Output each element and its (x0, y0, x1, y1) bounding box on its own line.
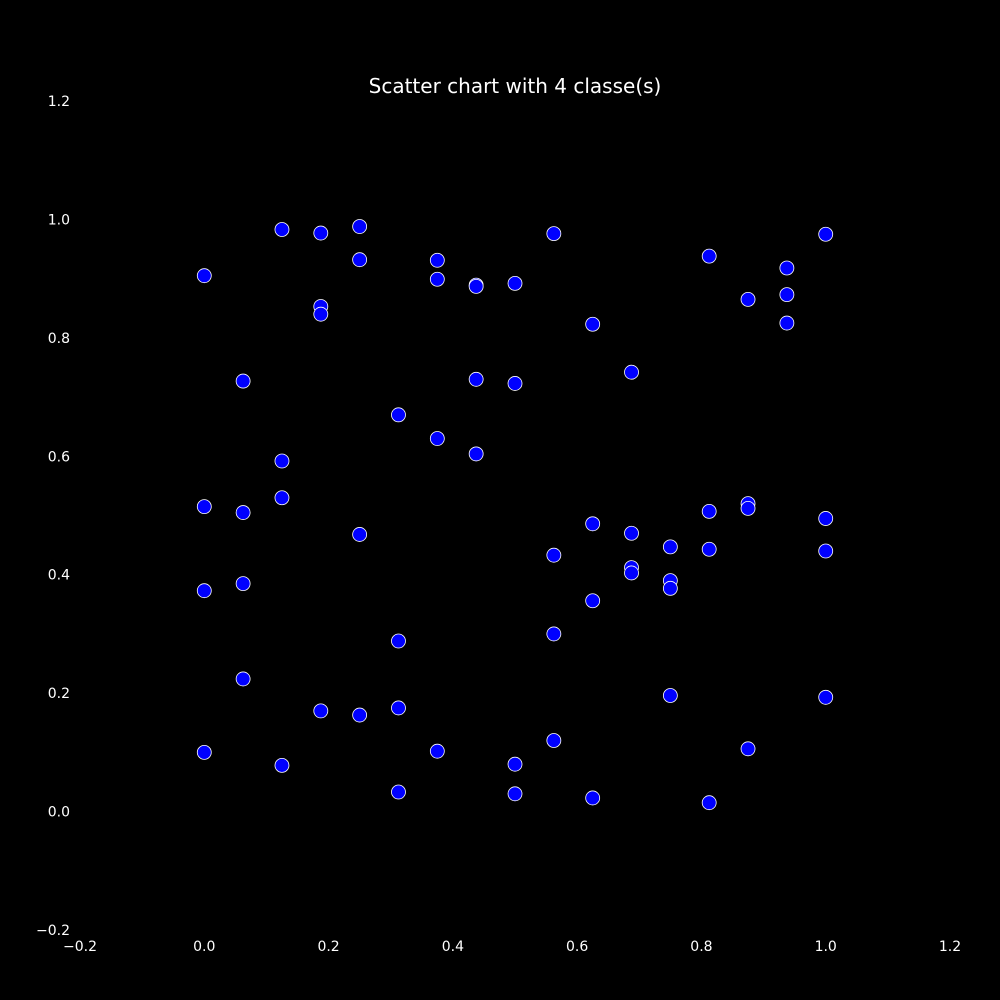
y-tick-label: 0.0 (48, 805, 70, 821)
data-point (818, 511, 834, 526)
data-point (391, 407, 406, 423)
data-point (429, 743, 445, 759)
data-point (196, 268, 212, 284)
data-point (235, 373, 251, 389)
data-point (313, 703, 329, 719)
x-tick-label: 0.2 (317, 939, 339, 955)
data-point (818, 543, 834, 559)
data-point (740, 291, 756, 307)
data-point (585, 790, 601, 806)
data-point (701, 503, 717, 519)
data-point (196, 499, 212, 515)
data-point (740, 500, 756, 516)
data-point (391, 633, 406, 649)
data-point (468, 446, 484, 462)
x-tick-label: 0.4 (442, 939, 464, 955)
x-tick-label: 1.2 (939, 939, 961, 955)
data-point (740, 741, 756, 757)
data-point (352, 527, 368, 542)
x-tick-label: 0.6 (566, 939, 588, 955)
data-point (352, 219, 368, 234)
y-tick-label: 0.2 (48, 686, 70, 702)
y-tick-label: 0.6 (48, 449, 70, 465)
data-point (391, 784, 406, 800)
data-point (468, 278, 484, 294)
x-tick-label: −0.2 (63, 939, 97, 955)
data-point (468, 371, 484, 387)
data-point (235, 576, 251, 591)
data-point (235, 671, 251, 687)
data-point (196, 744, 212, 760)
data-point (507, 275, 523, 291)
data-point (701, 795, 717, 811)
data-point (546, 626, 562, 642)
data-point (313, 306, 329, 322)
y-tick-label: 1.2 (48, 94, 70, 110)
data-point (585, 516, 601, 532)
y-tick-label: 0.4 (48, 568, 70, 584)
data-point (624, 525, 639, 541)
data-point (624, 565, 639, 581)
data-point (818, 226, 834, 242)
data-point (507, 376, 523, 391)
data-point (429, 431, 445, 446)
data-point (391, 700, 406, 716)
x-tick-label: 1.0 (815, 939, 837, 955)
data-point (779, 260, 795, 276)
data-point (779, 287, 795, 303)
data-point (274, 757, 290, 773)
data-point (313, 225, 329, 241)
data-point (662, 580, 678, 596)
data-point (662, 688, 678, 703)
data-point (662, 539, 678, 555)
data-point (352, 707, 368, 723)
y-tick-label: −0.2 (36, 923, 70, 939)
chart-title: Scatter chart with 4 classe(s) (369, 74, 662, 98)
x-axis-tick-labels: −0.2 0.0 0.2 0.4 0.6 0.8 1.0 1.2 (63, 939, 961, 955)
data-point (507, 786, 523, 802)
data-point (274, 222, 290, 237)
data-point (624, 364, 639, 380)
data-point (235, 505, 251, 520)
data-point (701, 248, 717, 264)
data-point (429, 252, 445, 268)
data-point (196, 583, 212, 599)
data-point (585, 316, 601, 332)
data-point (274, 490, 290, 506)
y-tick-label: 0.8 (48, 331, 70, 347)
x-tick-label: 0.8 (690, 939, 712, 955)
data-point (546, 547, 562, 563)
data-point (507, 756, 523, 772)
data-point (585, 593, 601, 609)
data-point (352, 252, 368, 268)
data-point (818, 689, 834, 705)
data-point (546, 226, 562, 242)
x-tick-label: 0.0 (193, 939, 215, 955)
scatter-points (196, 219, 834, 811)
y-tick-label: 1.0 (48, 212, 70, 228)
data-point (546, 733, 562, 748)
y-axis-tick-labels: −0.2 0.0 0.2 0.4 0.6 0.8 1.0 1.2 (36, 94, 70, 939)
data-point (274, 453, 290, 469)
data-point (429, 271, 445, 287)
data-point (701, 541, 717, 557)
data-point (779, 315, 795, 331)
